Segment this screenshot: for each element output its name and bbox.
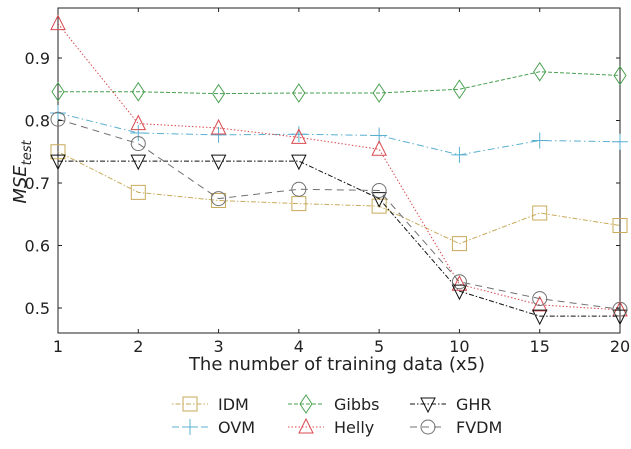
data-point-idm: [612, 218, 628, 233]
series-idm: [50, 144, 628, 252]
data-point-idm: [451, 236, 467, 252]
legend-marker-idm: [182, 396, 198, 412]
data-point-helly: [451, 275, 468, 291]
data-point-fvdm: [612, 301, 628, 317]
series-line-ghr: [58, 160, 620, 317]
data-point-helly: [531, 295, 548, 312]
legend-marker-helly: [298, 417, 314, 434]
x-tick-label: 3: [213, 337, 223, 356]
x-tick-label: 10: [449, 337, 469, 356]
data-point-idm: [532, 205, 548, 221]
data-point-ghr: [210, 154, 227, 171]
legend-label-gibbs: Gibbs: [334, 395, 380, 414]
legend-label-fvdm: FVDM: [456, 418, 502, 437]
data-point-ghr: [371, 192, 387, 208]
series-line-ovm: [57, 112, 621, 156]
y-axis-label: MSEtest: [10, 139, 35, 203]
series-fvdm: [50, 111, 628, 317]
data-point-fvdm: [291, 181, 307, 197]
data-point-ovm: [130, 125, 147, 141]
data-point-ghr: [291, 154, 307, 171]
data-point-ovm: [531, 132, 548, 149]
data-point-ghr: [451, 284, 468, 301]
y-tick-label: 0.9: [25, 49, 50, 68]
x-tick-label: 20: [610, 337, 630, 356]
data-point-idm: [130, 184, 146, 200]
data-point-fvdm: [50, 111, 66, 127]
data-point-idm: [50, 144, 66, 160]
data-point-gibbs: [372, 83, 386, 103]
legend-label-ovm: OVM: [218, 418, 255, 437]
data-point-helly: [210, 118, 227, 135]
series-line-gibbs: [58, 71, 621, 95]
y-axis-label-subscript: test: [20, 139, 35, 165]
data-point-fvdm: [211, 191, 227, 207]
y-tick-label: 0.8: [25, 112, 50, 131]
data-point-ghr: [130, 154, 147, 171]
x-tick-label: 4: [294, 337, 304, 356]
data-point-ovm: [451, 146, 468, 163]
data-point-gibbs: [452, 79, 467, 100]
legend-item-idm: IDM: [172, 395, 249, 414]
legend: IDM OVM Gibbs Helly GHR FVDM: [172, 394, 502, 437]
legend-item-fvdm: FVDM: [410, 418, 502, 437]
data-point-ghr: [50, 154, 66, 171]
legend-label-ghr: GHR: [456, 395, 492, 414]
data-point-gibbs: [211, 83, 226, 104]
series-line-helly: [57, 23, 621, 311]
legend-marker-ghr: [420, 397, 436, 414]
data-point-gibbs: [51, 81, 65, 102]
legend-item-gibbs: Gibbs: [288, 394, 380, 414]
legend-marker-ovm: [182, 419, 198, 435]
legend-item-ovm: OVM: [172, 418, 255, 437]
legend-label-idm: IDM: [218, 395, 249, 414]
data-point-helly: [130, 114, 147, 131]
data-point-helly: [371, 140, 387, 156]
legend-item-ghr: GHR: [410, 395, 492, 414]
data-point-gibbs: [131, 81, 145, 102]
legend-item-helly: Helly: [288, 417, 374, 437]
y-tick-label: 0.5: [25, 299, 50, 318]
data-point-helly: [50, 14, 66, 31]
series-line-idm: [57, 151, 621, 245]
data-point-ovm: [210, 126, 227, 143]
series-line-fvdm: [57, 118, 621, 310]
legend-marker-gibbs: [299, 394, 313, 414]
data-point-ghr: [531, 309, 548, 326]
x-tick-label: 15: [530, 337, 550, 356]
series-helly: [50, 14, 628, 317]
data-point-ovm: [50, 105, 66, 121]
data-point-gibbs: [533, 61, 547, 82]
data-point-fvdm: [371, 183, 387, 198]
legend-label-helly: Helly: [334, 418, 374, 437]
series-gibbs: [51, 61, 627, 104]
data-point-gibbs: [292, 83, 306, 103]
data-point-ovm: [612, 133, 628, 150]
data-point-fvdm: [451, 274, 467, 290]
plot-frame: [57, 7, 621, 334]
data-point-ghr: [612, 309, 628, 326]
y-tick-label: 0.7: [25, 174, 50, 193]
x-tick-label: 2: [133, 337, 143, 356]
data-point-gibbs: [613, 65, 627, 86]
x-tick-label: 5: [374, 337, 384, 356]
data-point-fvdm: [532, 291, 548, 307]
data-point-helly: [291, 128, 307, 144]
y-tick-label: 0.6: [25, 237, 50, 256]
legend-marker-fvdm: [420, 419, 436, 435]
series-ghr: [50, 154, 628, 326]
x-axis-label: The number of training data (x5): [188, 354, 485, 375]
data-point-fvdm: [130, 136, 146, 152]
x-tick-label: 1: [53, 337, 63, 356]
series-ovm: [50, 105, 628, 163]
y-axis-label-main: MSE: [10, 165, 31, 204]
